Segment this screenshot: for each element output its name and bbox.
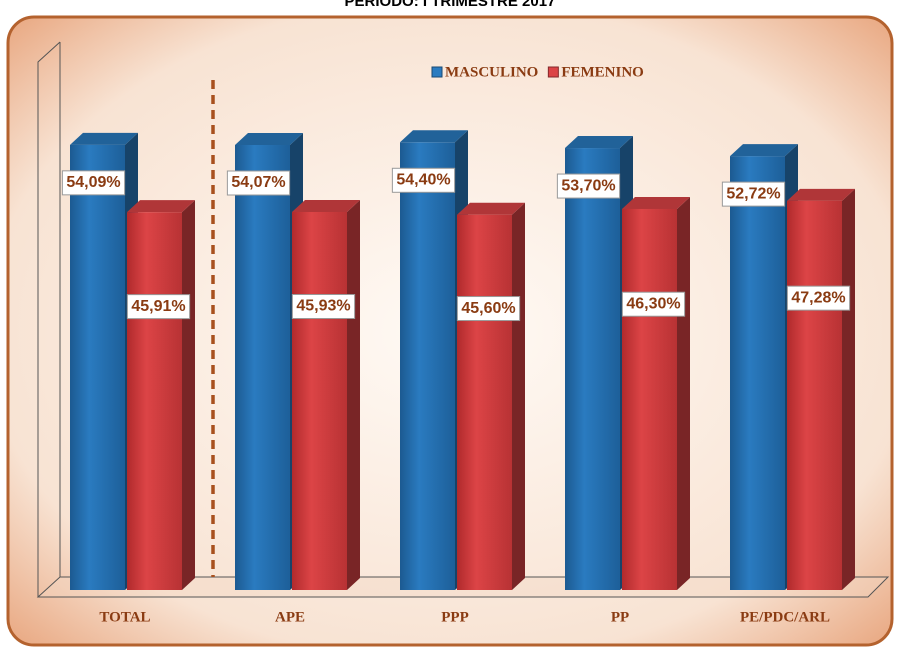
legend-label: MASCULINO xyxy=(445,64,538,80)
value-label-bg xyxy=(226,170,291,196)
value-label-box: 46,30% xyxy=(621,291,686,317)
bar xyxy=(457,214,512,590)
legend-swatch xyxy=(547,66,559,78)
bar-top xyxy=(457,202,525,215)
x-tick-label: PPP xyxy=(441,609,469,625)
bar xyxy=(400,142,455,590)
bar-top xyxy=(127,200,195,213)
bar-side xyxy=(347,199,360,590)
bar-top xyxy=(400,130,468,143)
bar xyxy=(127,212,182,590)
value-label: 45,60% xyxy=(461,300,515,317)
value-label-box: 54,07% xyxy=(226,170,291,196)
bar-top xyxy=(235,133,303,146)
bar-top xyxy=(787,188,855,201)
legend-swatch xyxy=(431,66,443,78)
bar-side xyxy=(512,202,525,590)
x-tick-label: PE/PDC/ARL xyxy=(740,609,830,625)
value-label-bg xyxy=(126,294,191,320)
legend-label: FEMENINO xyxy=(561,64,644,80)
value-label: 54,09% xyxy=(66,174,120,191)
value-label-box: 47,28% xyxy=(786,285,851,311)
bar-top xyxy=(565,136,633,149)
value-label-bg xyxy=(556,173,621,199)
bar xyxy=(622,208,677,591)
value-label-bg xyxy=(786,285,851,311)
bar-side xyxy=(182,200,195,590)
bar xyxy=(565,148,620,590)
value-label-box: 54,40% xyxy=(391,167,456,193)
value-label: 45,91% xyxy=(131,298,185,315)
value-label-bg xyxy=(291,293,356,319)
value-label: 47,28% xyxy=(791,289,845,306)
bar xyxy=(70,144,125,590)
value-label-box: 45,93% xyxy=(291,293,356,319)
value-label-box: 53,70% xyxy=(556,173,621,199)
value-label-bg xyxy=(456,296,521,322)
chart-title: PERIODO: I TRIMESTRE 2017 xyxy=(345,0,556,10)
value-label-bg xyxy=(61,170,126,196)
value-label-bg xyxy=(391,167,456,193)
bar-top xyxy=(292,199,360,212)
bar xyxy=(235,145,290,590)
bar xyxy=(730,156,785,591)
bar-side xyxy=(842,188,855,590)
value-label-box: 45,60% xyxy=(456,296,521,322)
value-label: 54,07% xyxy=(231,174,285,191)
x-tick-label: APE xyxy=(275,609,305,625)
value-label: 54,40% xyxy=(396,172,450,189)
value-label: 52,72% xyxy=(726,185,780,202)
bar-top xyxy=(70,132,138,145)
value-label: 45,93% xyxy=(296,298,350,315)
bar-top xyxy=(622,196,690,209)
value-label-box: 45,91% xyxy=(126,294,191,320)
value-label-box: 52,72% xyxy=(721,181,786,207)
value-label-bg xyxy=(621,291,686,317)
value-label-box: 54,09% xyxy=(61,170,126,196)
legend: MASCULINO FEMENINO xyxy=(431,64,644,80)
value-label-bg xyxy=(721,181,786,207)
x-tick-label: PP xyxy=(611,609,629,625)
value-label: 46,30% xyxy=(626,295,680,312)
value-label: 53,70% xyxy=(561,177,615,194)
bar xyxy=(292,211,347,590)
bar xyxy=(787,200,842,590)
bar-top xyxy=(730,144,798,157)
bar-side xyxy=(677,196,690,591)
x-tick-label: TOTAL xyxy=(99,609,150,625)
